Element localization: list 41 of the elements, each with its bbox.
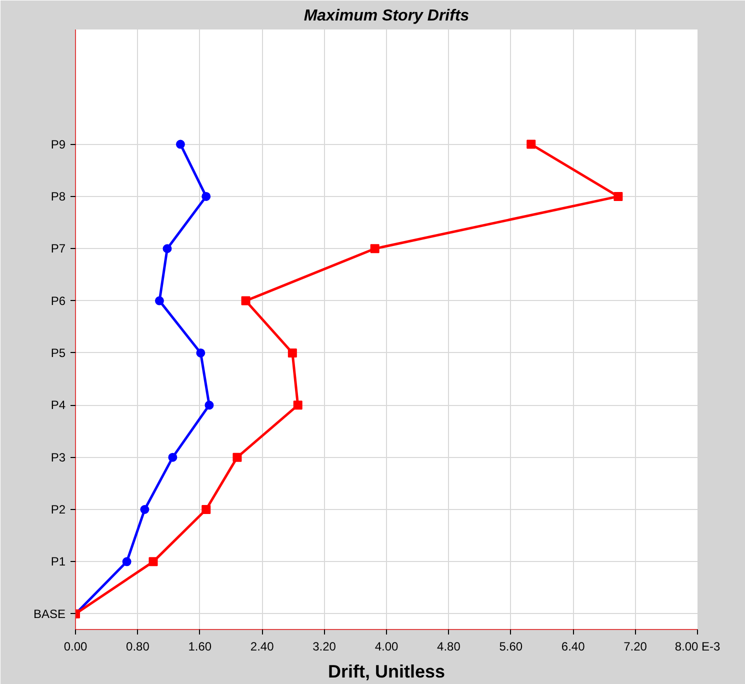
point bbox=[241, 296, 250, 306]
point bbox=[196, 348, 206, 358]
x-tick-label: 6.40 bbox=[561, 640, 586, 654]
x-tick-label: 4.80 bbox=[437, 640, 461, 654]
y-tick-label: P7 bbox=[50, 242, 66, 256]
point bbox=[154, 296, 164, 306]
point bbox=[140, 505, 150, 514]
point bbox=[162, 244, 172, 254]
point bbox=[232, 452, 242, 462]
point bbox=[614, 192, 623, 201]
y-tick-label: P8 bbox=[50, 189, 66, 204]
x-tick-label: 8.00 E-3 bbox=[674, 640, 721, 654]
x-tick-label: 4.00 bbox=[374, 640, 399, 654]
point bbox=[293, 400, 302, 410]
x-tick-label: 1.60 bbox=[188, 640, 212, 654]
point bbox=[202, 192, 211, 201]
x-tick-label: 0.80 bbox=[126, 640, 150, 654]
point bbox=[202, 505, 211, 514]
point bbox=[176, 140, 185, 149]
y-tick-label: P9 bbox=[50, 137, 66, 152]
x-axis-title: Drift, Unitless bbox=[328, 662, 446, 682]
point bbox=[288, 348, 297, 358]
point bbox=[168, 452, 178, 462]
x-tick-label: 5.60 bbox=[499, 640, 523, 654]
chart-title: Maximum Story Drifts bbox=[304, 8, 470, 24]
y-tick-label: P6 bbox=[50, 294, 66, 308]
y-tick-label: P1 bbox=[50, 554, 66, 569]
x-tick-label: 0.00 bbox=[64, 640, 88, 654]
point bbox=[370, 244, 380, 254]
point bbox=[148, 557, 158, 566]
x-tick-label: 2.40 bbox=[250, 640, 274, 654]
y-tick-label: BASE bbox=[33, 606, 66, 621]
y-tick-label: P4 bbox=[50, 398, 66, 412]
point bbox=[526, 140, 536, 149]
x-tick-label: 7.20 bbox=[624, 640, 648, 654]
x-tick-label: 3.20 bbox=[312, 640, 336, 654]
y-tick-label: P3 bbox=[50, 450, 66, 464]
y-tick-label: P5 bbox=[50, 346, 66, 360]
y-tick-label: P2 bbox=[50, 502, 66, 516]
point bbox=[122, 557, 132, 566]
point bbox=[204, 400, 214, 410]
